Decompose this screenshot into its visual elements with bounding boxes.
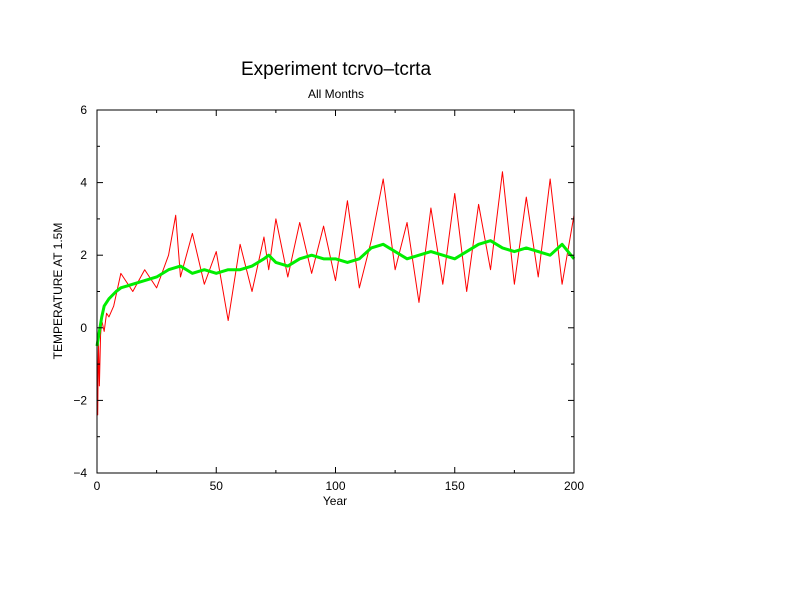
series-layer bbox=[95, 171, 576, 416]
series-line-annual bbox=[95, 239, 576, 347]
y-tick-label: −4 bbox=[73, 466, 87, 480]
y-tick-label: 4 bbox=[80, 176, 87, 190]
y-tick-label: −2 bbox=[73, 393, 87, 407]
x-tick-label: 100 bbox=[325, 479, 345, 493]
y-tick-label: 0 bbox=[80, 321, 87, 335]
y-tick-label: 6 bbox=[80, 103, 87, 117]
x-tick-label: 0 bbox=[94, 479, 101, 493]
chart-subtitle: All Months bbox=[308, 87, 364, 101]
x-tick-label: 200 bbox=[564, 479, 584, 493]
x-tick-label: 150 bbox=[445, 479, 465, 493]
x-tick-label: 50 bbox=[210, 479, 224, 493]
series-line-monthly bbox=[96, 171, 575, 416]
tick-layer: 0 50 100 150 200 −4 −2 0 2 4 6 bbox=[73, 103, 584, 493]
plot-area: 0 50 100 150 200 −4 −2 0 2 4 6 bbox=[73, 103, 584, 493]
y-tick-label: 2 bbox=[80, 248, 87, 262]
chart-title: Experiment tcrvo–tcrta bbox=[241, 59, 431, 80]
plot-background bbox=[97, 110, 574, 473]
x-axis-label: Year bbox=[323, 494, 347, 508]
y-axis-label: TEMPERATURE AT 1.5M bbox=[51, 223, 65, 360]
